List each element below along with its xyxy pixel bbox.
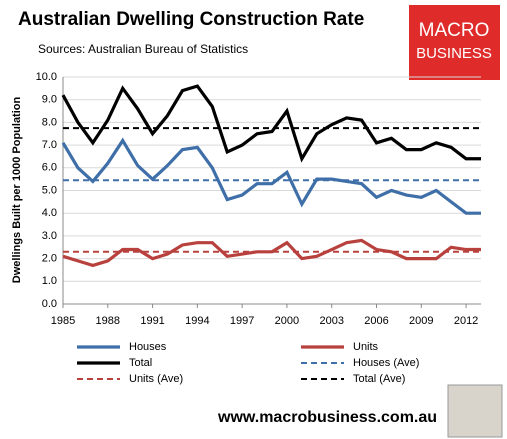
x-tick-label: 2003 xyxy=(319,315,343,327)
y-tick-label: 6.0 xyxy=(42,162,57,174)
y-tick-label: 1.0 xyxy=(42,275,57,287)
y-tick-label: 5.0 xyxy=(42,184,57,196)
series-line xyxy=(62,238,481,268)
x-tick-label: 1985 xyxy=(51,315,75,327)
legend-label: Houses (Ave) xyxy=(353,357,419,369)
y-tick-label: 10.0 xyxy=(36,71,57,83)
legend-label: Units xyxy=(353,341,379,353)
logo-box xyxy=(409,5,500,80)
legend-label: Total (Ave) xyxy=(353,373,405,385)
x-tick-label: 2009 xyxy=(409,315,433,327)
chart-subtitle: Sources: Australian Bureau of Statistics xyxy=(38,42,248,56)
x-tick-label: 1997 xyxy=(230,315,254,327)
y-tick-label: 9.0 xyxy=(42,94,57,106)
legend-label: Houses xyxy=(129,341,167,353)
y-tick-label: 8.0 xyxy=(42,116,57,128)
y-tick-label: 0.0 xyxy=(42,298,57,310)
logo-text: BUSINESS xyxy=(416,45,492,62)
x-tick-label: 1994 xyxy=(185,315,209,327)
y-tick-label: 7.0 xyxy=(42,139,57,151)
series-line xyxy=(61,84,481,163)
x-tick-label: 2000 xyxy=(275,315,299,327)
x-tick-label: 1988 xyxy=(96,315,120,327)
y-tick-label: 4.0 xyxy=(42,207,57,219)
legend-label: Total xyxy=(129,357,152,369)
series-line xyxy=(61,137,481,215)
chart-title: Australian Dwelling Construction Rate xyxy=(18,9,364,30)
wolf-image xyxy=(447,384,503,438)
y-tick-label: 3.0 xyxy=(42,230,57,242)
x-tick-label: 2012 xyxy=(454,315,478,327)
x-tick-label: 1991 xyxy=(140,315,164,327)
x-tick-label: 2006 xyxy=(364,315,388,327)
y-tick-label: 2.0 xyxy=(42,253,57,265)
y-axis-label: Dwellings Built per 1000 Population xyxy=(11,97,23,284)
legend-label: Units (Ave) xyxy=(129,373,183,385)
footer: www.macrobusiness.com.au xyxy=(217,409,437,426)
logo-text: MACRO xyxy=(419,20,490,41)
